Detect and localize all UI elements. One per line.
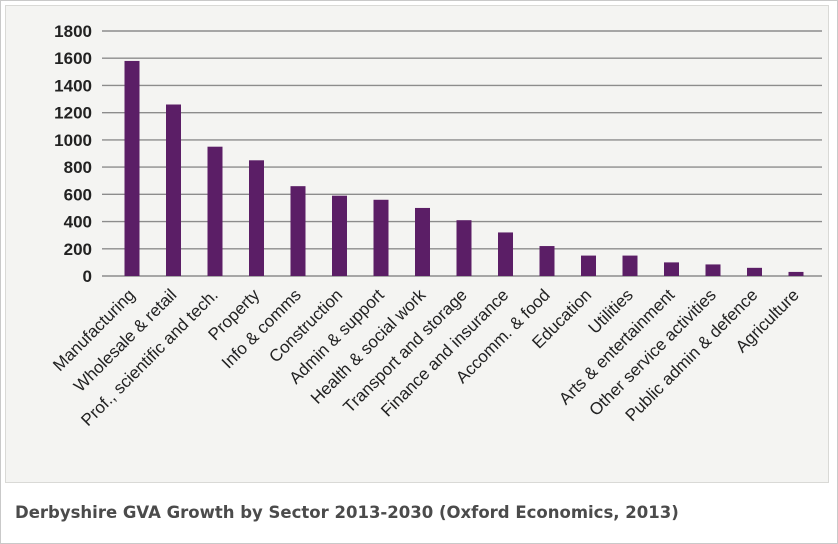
bar-prof-scientific-and-tech [207, 146, 223, 276]
y-tick-label: 1600 [54, 49, 92, 68]
y-tick-label: 800 [64, 158, 92, 177]
bar-public-admin-defence [747, 267, 762, 276]
y-tick-label: 400 [64, 213, 92, 232]
figure-caption: Derbyshire GVA Growth by Sector 2013-203… [15, 503, 679, 522]
bar-education [581, 255, 596, 276]
bar-property [249, 160, 264, 276]
bar-agriculture [788, 271, 804, 276]
bar-wholesale-retail [166, 104, 181, 276]
y-tick-label: 1200 [54, 104, 92, 123]
y-tick-label: 1800 [54, 22, 92, 41]
y-tick-label: 1400 [54, 76, 92, 95]
bar-transport-and-storage [456, 220, 472, 276]
bar-admin-support [373, 199, 389, 276]
bar-arts-entertainment [664, 262, 679, 276]
bar-info-comms [290, 186, 306, 276]
y-tick-label: 600 [64, 185, 92, 204]
bar-accomm-food [539, 246, 555, 276]
bar-construction [332, 195, 347, 276]
bar-chart: 020040060080010001200140016001800Manufac… [49, 22, 822, 430]
bar-finance-and-insurance [498, 232, 513, 276]
bar-health-social-work [415, 207, 430, 276]
bar-manufacturing [124, 60, 140, 276]
chart-panel: 0 200 400 600 800 1000 1200 1400 1600 1800 Manufac… [5, 5, 829, 483]
y-tick-label: 200 [64, 240, 92, 259]
bar-other-service-activities [705, 264, 721, 276]
y-tick-label: 0 [83, 267, 92, 286]
y-tick-label: 1000 [54, 131, 92, 150]
bar-utilities [622, 255, 638, 276]
